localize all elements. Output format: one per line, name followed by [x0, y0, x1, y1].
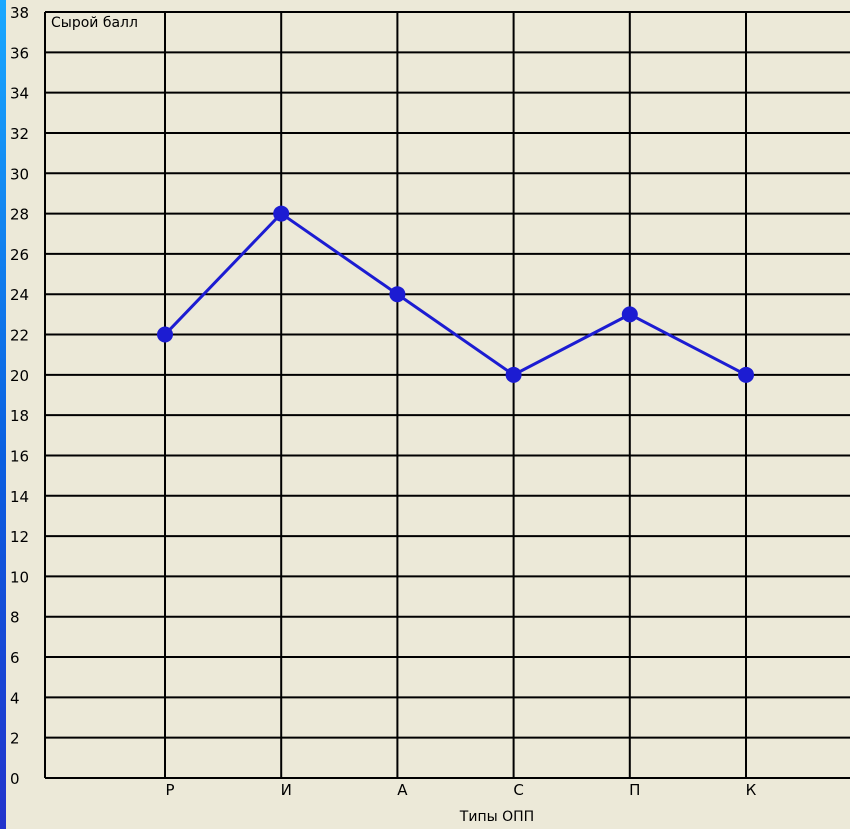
y-tick-label: 8 — [10, 609, 20, 627]
x-tick-label: А — [397, 781, 408, 799]
y-tick-label: 4 — [10, 689, 20, 707]
y-tick-label: 16 — [10, 447, 29, 465]
window-edge-bar — [0, 0, 6, 829]
x-tick-label: П — [629, 781, 640, 799]
y-tick-label: 2 — [10, 730, 20, 748]
data-point — [157, 326, 173, 343]
x-tick-label: Р — [165, 781, 174, 799]
x-tick-label: И — [281, 781, 292, 799]
data-point — [273, 205, 290, 222]
y-tick-label: 20 — [10, 367, 29, 385]
y-tick-label: 18 — [10, 407, 29, 425]
y-tick-label: 12 — [10, 528, 29, 546]
x-tick-label: К — [746, 781, 757, 799]
y-tick-label: 28 — [10, 206, 29, 224]
y-tick-label: 0 — [10, 770, 20, 788]
data-point — [389, 286, 406, 303]
x-tick-label: С — [513, 781, 523, 799]
y-tick-label: 6 — [10, 649, 20, 667]
y-tick-label: 34 — [10, 85, 29, 103]
x-axis-title: Типы ОПП — [459, 809, 534, 825]
data-point — [621, 306, 638, 323]
y-tick-label: 14 — [10, 488, 29, 506]
y-tick-label: 26 — [10, 246, 29, 264]
y-tick-label: 36 — [10, 44, 29, 62]
series-line — [163, 211, 747, 377]
y-tick-label: 38 — [10, 4, 29, 22]
y-tick-label: 30 — [10, 165, 29, 183]
data-point — [505, 366, 522, 383]
y-tick-label: 22 — [10, 327, 29, 345]
y-tick-label: 10 — [10, 568, 29, 586]
y-axis-title: Сырой балл — [51, 15, 138, 31]
y-tick-label: 32 — [10, 125, 29, 143]
data-point — [738, 366, 754, 383]
y-tick-label: 24 — [10, 286, 29, 304]
